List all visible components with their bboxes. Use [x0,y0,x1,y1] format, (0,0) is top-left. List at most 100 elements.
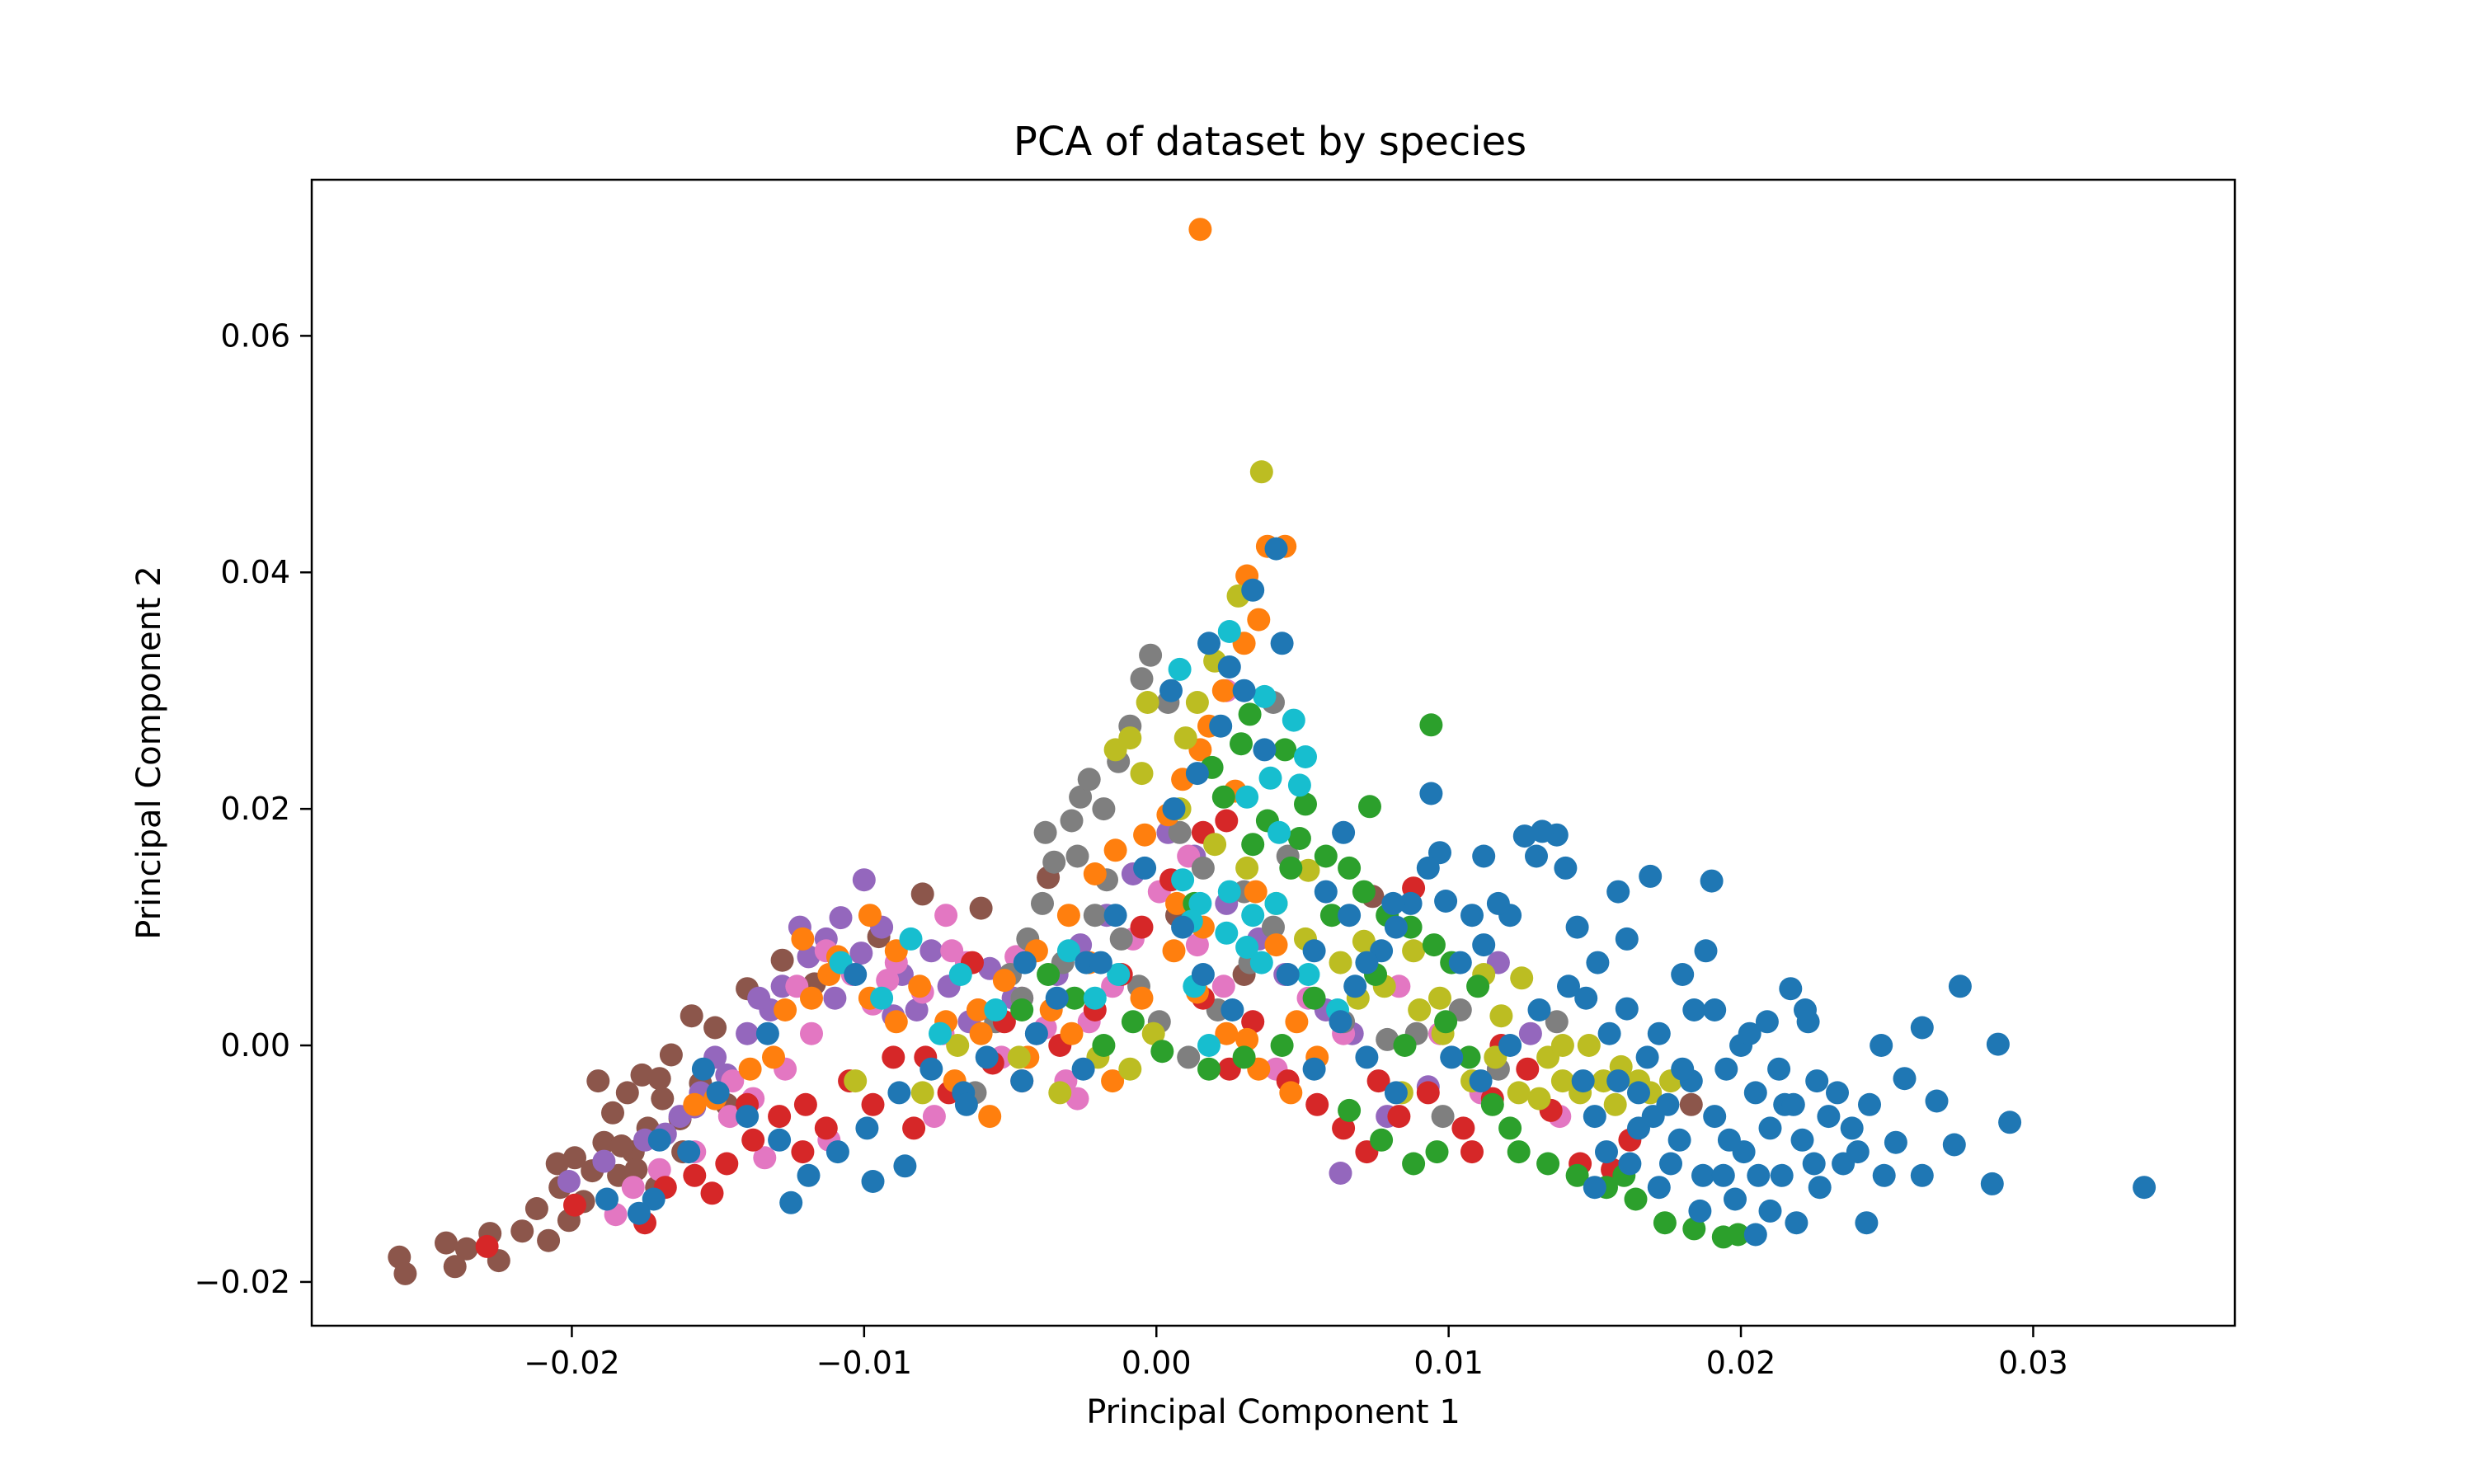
data-point [1872,1163,1896,1187]
data-point [435,1231,458,1255]
data-point [1583,1176,1606,1200]
data-point [1171,915,1195,939]
data-point [1329,1010,1352,1034]
data-point [1948,974,1972,998]
data-point [1550,1069,1574,1093]
data-point [1808,1176,1832,1200]
data-point [1355,1045,1379,1069]
data-point [1133,823,1157,847]
data-point [1606,1069,1630,1093]
data-point [642,1187,666,1211]
data-point [736,1021,760,1045]
data-point [1042,850,1066,874]
data-point [1355,951,1379,974]
data-point [1565,915,1589,939]
data-point [1615,927,1639,951]
data-point [1162,797,1186,821]
data-point [1527,998,1551,1021]
data-point [762,1045,785,1069]
data-point [1469,1069,1493,1093]
data-point [586,1069,610,1093]
data-point [647,1067,671,1091]
data-point [1802,1152,1826,1176]
data-point [1069,785,1093,809]
data-point [1191,856,1215,880]
data-point [1130,915,1154,939]
data-point [475,1234,499,1258]
data-point [1659,1152,1682,1176]
data-point [1624,1187,1648,1211]
x-tick-label: −0.01 [816,1345,912,1381]
data-point [1314,844,1338,868]
data-point [1287,773,1311,797]
data-point [920,939,943,963]
data-point [791,1140,815,1164]
data-point [1338,1098,1362,1122]
data-point [1247,608,1271,632]
data-point [876,969,900,993]
data-point [1264,891,1288,915]
data-point [647,1158,671,1181]
data-point [1024,1021,1048,1045]
data-point [1338,904,1362,928]
data-point [1416,1081,1440,1105]
data-point [1472,844,1496,868]
data-point [1174,726,1197,750]
data-point [1177,1045,1201,1069]
data-point [774,998,797,1021]
data-point [797,945,821,969]
data-point [1232,679,1256,702]
data-point [1422,933,1446,957]
data-point [1726,1223,1750,1247]
data-point [1714,1057,1738,1081]
data-point [1615,997,1639,1021]
data-point [844,1069,868,1093]
data-point [1671,1057,1695,1081]
data-point [747,986,771,1010]
data-point [1010,998,1034,1021]
data-point [946,1034,970,1057]
data-point [1489,1004,1513,1028]
data-point [823,986,847,1010]
data-point [1700,869,1724,893]
data-point [1048,1081,1072,1105]
data-point [1781,1092,1805,1116]
data-point [741,1128,765,1152]
data-point [755,1021,779,1045]
data-point [1103,838,1127,862]
data-point [1294,792,1317,816]
data-point [1133,856,1157,880]
data-point [902,1116,926,1140]
data-point [770,948,794,972]
data-point [651,1087,675,1111]
data-point [715,1152,739,1176]
data-point [1986,1032,2010,1056]
data-point [1384,915,1408,939]
data-point [1416,856,1440,880]
data-point [1185,691,1209,714]
data-point [1211,785,1235,809]
x-tick-label: 0.00 [1122,1345,1192,1381]
data-point [1472,933,1496,957]
data-point [1107,963,1131,986]
data-point [1998,1111,2022,1134]
data-point [1215,921,1239,945]
data-point [1381,891,1405,915]
data-point [563,1146,586,1170]
data-point [852,868,876,892]
data-point [1279,1081,1303,1105]
data-point [1738,1021,1761,1045]
data-point [1647,1176,1671,1200]
data-point [1262,915,1285,939]
data-point [1711,1163,1735,1187]
data-point [592,1130,616,1154]
data-point [1703,998,1727,1021]
data-point [1253,738,1277,762]
data-point [1755,1010,1779,1034]
data-point [1109,927,1133,951]
data-point [1063,986,1086,1010]
data-point [1639,864,1663,888]
data-point [563,1193,586,1217]
data-point [1130,762,1154,786]
